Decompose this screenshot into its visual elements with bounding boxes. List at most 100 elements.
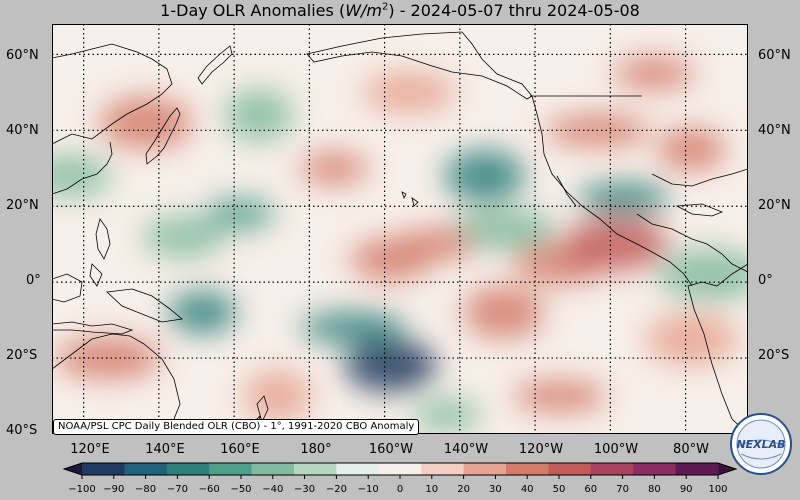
colorbar xyxy=(62,462,738,479)
logo-text: NEXLAB xyxy=(736,438,785,451)
anomaly-patch xyxy=(243,370,312,423)
colorbar-tick-label: −30 xyxy=(294,484,316,495)
graticule xyxy=(52,24,748,434)
anomaly-patch xyxy=(168,291,237,334)
anomaly-patch xyxy=(350,238,431,281)
lon-label-100w: 100°W xyxy=(593,442,639,457)
colorbar-tick-label: −10 xyxy=(357,484,379,495)
coastline-baja xyxy=(556,175,577,207)
colorbar-tick-label: −20 xyxy=(325,484,347,495)
colorbar-tick-label: 0 xyxy=(396,484,404,495)
title-unit: W/m xyxy=(345,1,382,20)
colorbar-tick-label: 10 xyxy=(425,484,439,495)
lat-label-left-40s: 40°S xyxy=(6,423,38,438)
lon-label-80w: 80°W xyxy=(673,442,709,457)
coastline-north-america xyxy=(531,95,693,287)
colorbar-tick-label: −50 xyxy=(230,484,252,495)
figure-title: 1-Day OLR Anomalies (W/m2) - 2024-05-07 … xyxy=(0,0,800,22)
lat-label-left-20s: 20°S xyxy=(6,348,38,363)
coastline-east-asia xyxy=(52,43,173,145)
colorbar-tick-label: 100 xyxy=(708,484,728,495)
coastline-new-guinea xyxy=(106,288,183,323)
anomaly-patch xyxy=(363,71,456,114)
colorbar-tick-label: 60 xyxy=(584,484,598,495)
colorbar-tick-label: 90 xyxy=(679,484,693,495)
colorbar-tick-label: −40 xyxy=(262,484,284,495)
anomaly-patch xyxy=(451,208,556,250)
colorbar-segment xyxy=(463,463,507,475)
colorbar-tick-label: 70 xyxy=(616,484,629,495)
title-prefix: 1-Day OLR Anomalies ( xyxy=(160,1,346,20)
colorbar-tick-label: −80 xyxy=(135,484,157,495)
anomaly-patch xyxy=(444,149,525,202)
colorbar-segment xyxy=(166,463,210,475)
colorbar-tick-label: 20 xyxy=(457,484,470,495)
anomaly-field xyxy=(52,57,748,432)
coastline-philippines xyxy=(89,218,111,287)
colorbar-segment xyxy=(124,463,168,475)
colorbar-segment xyxy=(378,463,422,475)
colorbar-segment xyxy=(633,463,677,475)
anomaly-patch xyxy=(645,313,738,366)
lon-label-140w: 140°W xyxy=(443,442,489,457)
anomaly-patch xyxy=(564,218,669,271)
lat-label-right-20n: 20°N xyxy=(758,198,791,213)
anomaly-patch xyxy=(300,311,405,344)
colorbar-segment xyxy=(675,463,719,475)
coastline-alaska xyxy=(306,31,533,100)
coastline-borneo xyxy=(52,273,83,303)
colorbar-tick-label: −70 xyxy=(166,484,188,495)
anomaly-patch xyxy=(344,339,437,392)
anomaly-patch xyxy=(413,399,482,432)
lon-label-160e: 160°E xyxy=(220,442,260,457)
lat-label-left-40n: 40°N xyxy=(6,123,39,138)
anomaly-patch xyxy=(657,128,726,171)
coastline-china xyxy=(52,141,113,195)
lat-label-right-40n: 40°N xyxy=(758,123,791,138)
coastline-caribbean-islands xyxy=(675,203,724,217)
lat-label-right-0: 0° xyxy=(758,273,773,288)
title-suffix: ) - 2024-05-07 thru 2024-05-08 xyxy=(388,1,640,20)
colorbar-segment xyxy=(294,463,337,475)
coastline-japan xyxy=(145,107,181,165)
colorbar-tick-label: 40 xyxy=(520,484,534,495)
colorbar-segment xyxy=(590,463,634,475)
colorbar-tick-label: −90 xyxy=(103,484,125,495)
anomaly-patch xyxy=(577,182,670,215)
lat-label-left-60n: 60°N xyxy=(6,48,39,63)
lat-label-right-20s: 20°S xyxy=(758,348,790,363)
lon-label-140e: 140°E xyxy=(145,442,185,457)
anomaly-patch xyxy=(613,57,694,90)
colorbar-ticks xyxy=(81,475,719,479)
colorbar-segment xyxy=(506,463,549,475)
anomaly-patch xyxy=(100,96,193,149)
colorbar-segments xyxy=(64,463,736,475)
colorbar-extend-low xyxy=(64,463,82,475)
lon-label-120e: 120°E xyxy=(70,442,110,457)
lat-label-right-60n: 60°N xyxy=(758,48,791,63)
anomaly-patch xyxy=(463,286,544,339)
colorbar-extend-high xyxy=(718,463,736,475)
source-note: NOAA/PSL CPC Daily Blended OLR (CBO) - 1… xyxy=(53,419,420,435)
lon-label-180: 180° xyxy=(300,442,332,457)
coastline-kamchatka xyxy=(197,45,233,85)
anomaly-patch xyxy=(52,154,111,197)
colorbar-tick-label: −60 xyxy=(198,484,220,495)
anomaly-patch xyxy=(143,215,224,258)
title-unit-exponent: 2 xyxy=(381,1,389,13)
nexlab-logo: NEXLAB xyxy=(730,413,792,475)
map-panel xyxy=(52,24,748,434)
colorbar-tick-label: 30 xyxy=(489,484,502,495)
lat-label-left-20n: 20°N xyxy=(6,198,39,213)
colorbar-segment xyxy=(82,463,125,475)
colorbar-tick-label: 50 xyxy=(552,484,566,495)
anomaly-patch xyxy=(300,152,369,185)
coastline-central-america xyxy=(636,213,748,273)
colorbar-segment xyxy=(421,463,465,475)
lat-label-left-0: 0° xyxy=(26,273,41,288)
anomaly-patch xyxy=(513,380,606,413)
colorbar-segment xyxy=(548,463,592,475)
lon-label-120w: 120°W xyxy=(518,442,564,457)
coastline-australia xyxy=(52,333,181,434)
